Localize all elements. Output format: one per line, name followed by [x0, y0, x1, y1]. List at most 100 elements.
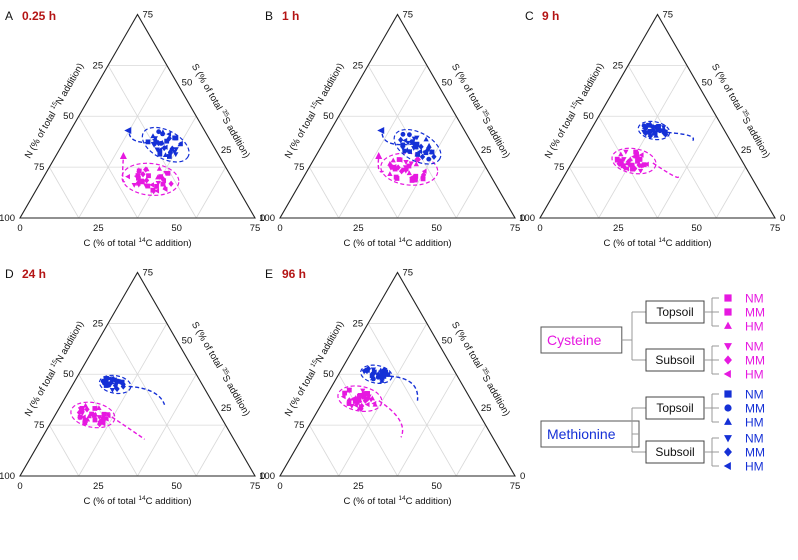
tick-label-s: 0 [260, 213, 265, 224]
legend-row-label: MM [745, 306, 765, 320]
tick-label-c: 50 [431, 481, 442, 492]
legend-soil-label: Topsoil [656, 305, 693, 319]
data-point [84, 406, 90, 413]
data-point [151, 189, 157, 195]
data-point [164, 138, 170, 144]
data-point [117, 379, 122, 384]
data-point [623, 149, 629, 155]
tick-label-s: 75 [403, 9, 414, 20]
tick-label-n: 50 [63, 369, 74, 380]
tick-label-n: 75 [294, 420, 305, 431]
trajectory-arrowhead [375, 151, 383, 159]
legend-marker [724, 355, 732, 365]
tick-label-n: 25 [93, 60, 104, 71]
tick-label-s: 75 [143, 9, 154, 20]
data-point [647, 121, 653, 126]
axis-label-n: N (% of total 15N addition) [22, 319, 86, 419]
data-point [161, 144, 167, 152]
grid [309, 322, 486, 477]
tick-label-s: 25 [741, 145, 752, 156]
tick-label-s: 25 [221, 403, 232, 414]
data-point [414, 141, 420, 147]
data-point [171, 149, 178, 155]
axis-label-c: C (% of total 14C addition) [343, 237, 451, 249]
data-point [112, 378, 118, 384]
data-point [408, 161, 414, 167]
legend-soil-label: Subsoil [655, 445, 694, 459]
tick-label-n: 25 [353, 318, 364, 329]
data-point [163, 171, 169, 176]
tick-label-n: 75 [554, 162, 565, 173]
data-point [411, 146, 417, 151]
data-point [397, 157, 403, 163]
grid-line [455, 166, 486, 219]
data-point [162, 152, 169, 157]
data-point [387, 171, 393, 176]
trajectory-line [121, 156, 126, 183]
tick-label-n: 100 [0, 471, 15, 482]
data-point [413, 161, 419, 167]
data-point [145, 139, 151, 145]
data-point [120, 383, 126, 390]
tick-label-n: 75 [34, 420, 45, 431]
data-point [143, 177, 150, 184]
data-point [618, 151, 624, 157]
data-point [92, 417, 98, 423]
grid-line [309, 166, 340, 219]
data-point [402, 165, 409, 171]
data-point [358, 391, 364, 398]
legend-row-label: MM [745, 402, 765, 416]
grid-line [195, 166, 226, 219]
grid-line [627, 65, 717, 219]
tick-label-c: 25 [613, 223, 624, 234]
data-point [382, 372, 388, 378]
axis-label-n: N (% of total 15N addition) [542, 61, 606, 161]
tick-label-c: 0 [17, 481, 22, 492]
data-point [360, 388, 366, 394]
data-point [149, 182, 154, 188]
legend-marker [723, 462, 731, 470]
legend-bracket [704, 345, 719, 375]
data-point [661, 129, 667, 137]
tick-label-c: 25 [93, 223, 104, 234]
tick-label-c: 25 [353, 481, 364, 492]
data-point [650, 124, 656, 130]
legend-row-label: MM [745, 446, 765, 460]
tick-label-s: 25 [481, 403, 492, 414]
legend-bracket [621, 311, 646, 361]
legend-marker [724, 321, 732, 329]
data-point [162, 144, 168, 150]
tick-label-s: 25 [221, 145, 232, 156]
data-point [636, 161, 642, 169]
legend-row-label: MM [745, 354, 765, 368]
data-point [406, 170, 412, 176]
axis-label-n: N (% of total 15N addition) [22, 61, 86, 161]
trajectory-arrowhead [377, 126, 385, 134]
data-point [387, 160, 393, 166]
grid [49, 322, 226, 477]
legend-row-label: NM [745, 340, 764, 354]
series-methionine [124, 126, 190, 163]
cluster-ellipse [380, 152, 439, 186]
data-point [154, 147, 160, 153]
data-point [400, 146, 406, 151]
data-point [82, 402, 89, 408]
data-point [76, 409, 83, 416]
axis-label-c: C (% of total 14C addition) [603, 237, 711, 249]
grid-line [78, 116, 138, 219]
data-point [96, 415, 102, 420]
data-point [398, 168, 405, 175]
data-point [154, 184, 159, 189]
grid-line [195, 424, 226, 477]
ternary-panel-d: 0 25 50 75 100 75 50 25 75 50 25 0 C (% of total 14C… [0, 267, 265, 507]
data-point [393, 174, 399, 180]
tick-label-c: 75 [510, 223, 521, 234]
tick-label-n: 25 [353, 60, 364, 71]
legend-marker [724, 308, 732, 316]
data-point [355, 399, 361, 405]
tick-label-c: 0 [277, 481, 282, 492]
data-point [417, 148, 423, 155]
ternary-panel-b: 0 25 50 75 100 75 50 25 75 50 25 0 C (% of total 14C… [259, 9, 525, 249]
triangle-frame [279, 13, 516, 219]
data-point [96, 405, 102, 411]
